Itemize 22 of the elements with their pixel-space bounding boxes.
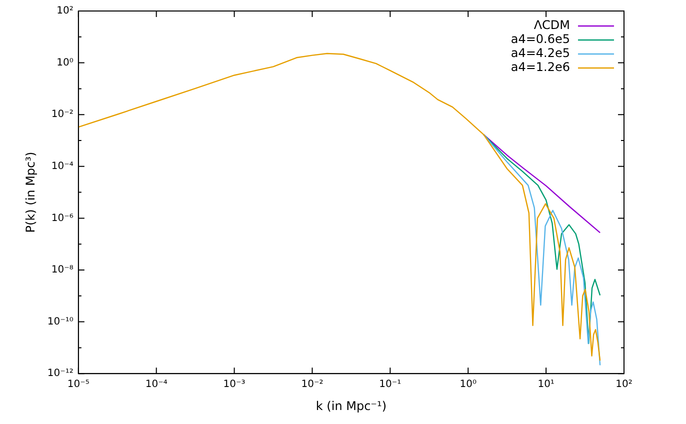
y-tick-label: 10⁻⁸ — [51, 264, 74, 276]
x-tick-label: 10⁻⁵ — [67, 379, 90, 390]
y-tick-label: 10⁻¹² — [47, 368, 74, 380]
y-tick-label: 10⁻⁶ — [51, 212, 74, 224]
y-tick-label: 10⁻⁴ — [51, 160, 74, 172]
legend-label: a4=0.6e5 — [510, 32, 570, 46]
y-axis-title: P(k) (in Mpc³) — [23, 152, 38, 233]
x-axis-title: k (in Mpc⁻¹) — [316, 398, 387, 413]
legend-label: ΛCDM — [534, 18, 570, 32]
x-tick-label: 10⁻² — [301, 379, 324, 390]
y-tick-label: 10² — [56, 6, 74, 17]
legend-label: a4=1.2e6 — [510, 60, 570, 74]
y-tick-label: 10⁻¹⁰ — [47, 316, 74, 328]
x-tick-label: 10⁻⁴ — [145, 379, 168, 390]
legend-label: a4=4.2e5 — [510, 46, 570, 60]
x-tick-label: 10⁰ — [460, 379, 476, 390]
y-tick-label: 10⁰ — [56, 57, 74, 68]
x-tick-label: 10² — [616, 379, 632, 390]
x-tick-label: 10⁻¹ — [379, 379, 402, 390]
x-tick-label: 10¹ — [538, 379, 554, 390]
x-tick-label: 10⁻³ — [223, 379, 246, 390]
y-tick-label: 10⁻² — [51, 109, 74, 120]
